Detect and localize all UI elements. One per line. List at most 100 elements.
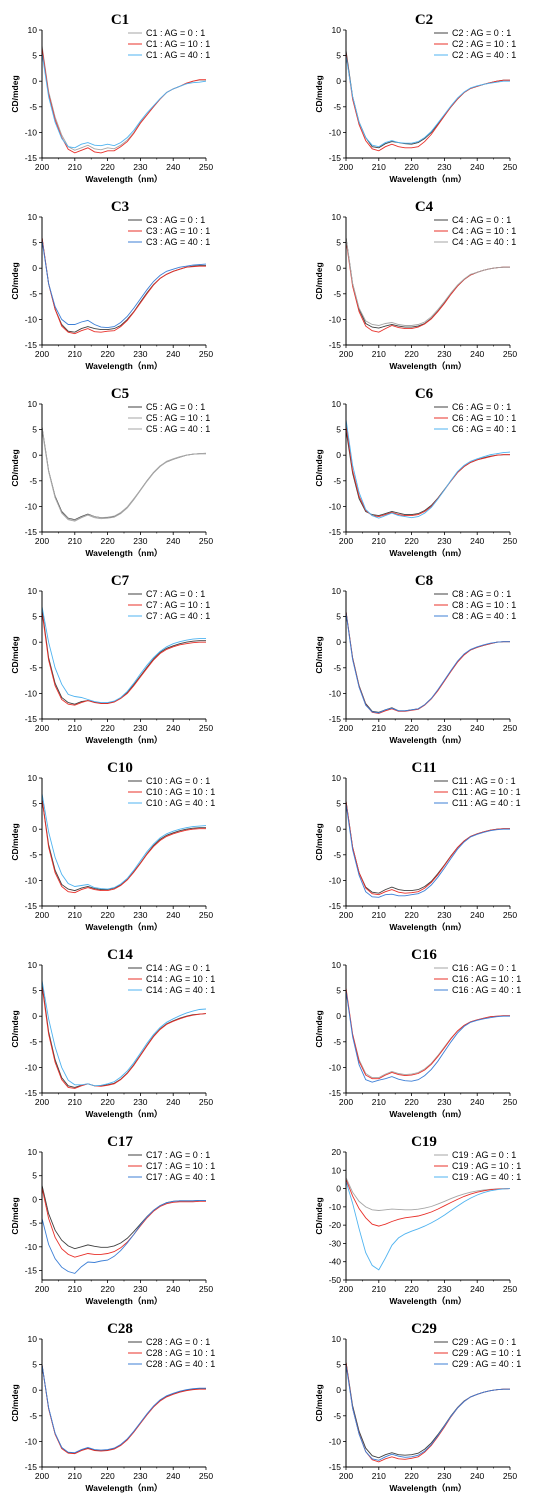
x-tick-label: 200 <box>35 1284 49 1294</box>
x-tick-label: 210 <box>372 723 386 733</box>
y-tick-label: 5 <box>32 1171 37 1181</box>
panel-title: C11 <box>411 760 436 776</box>
x-tick-label: 200 <box>339 1284 353 1294</box>
y-tick-label: 0 <box>32 1011 37 1021</box>
x-tick-label: 220 <box>405 1471 419 1481</box>
y-axis-label: CD/mdeg <box>10 449 20 486</box>
chart-panel-c7: 200 210 220 230 240 250 -15 -10 -5 0 5 10 Wavelength… <box>10 573 213 745</box>
chart-panel-c2: 200 210 220 230 240 250 -15 -10 -5 0 5 10 Wavelength… <box>314 12 517 184</box>
x-tick-label: 230 <box>437 536 451 546</box>
x-tick-label: 240 <box>166 723 180 733</box>
y-tick-label: 0 <box>336 1184 341 1194</box>
chart-panel-c17: 200 210 220 230 240 250 -15 -10 -5 0 5 10 Wavelength… <box>10 1134 215 1306</box>
x-tick-label: 240 <box>470 723 484 733</box>
legend-entry: C10 : AG = 0 : 1 <box>146 776 210 786</box>
x-axis-label: Wavelength（nm） <box>389 1483 466 1493</box>
x-tick-label: 240 <box>470 162 484 172</box>
chart-panel-c10: 200 210 220 230 240 250 -15 -10 -5 0 5 10 Wavelength… <box>10 760 215 932</box>
x-tick-label: 250 <box>503 723 517 733</box>
y-tick-label: -10 <box>329 1062 342 1072</box>
legend-entry: C28 : AG = 40 : 1 <box>146 1359 215 1369</box>
legend-entry: C14 : AG = 40 : 1 <box>146 985 215 995</box>
y-tick-label: 5 <box>336 238 341 248</box>
y-axis-label: CD/mdeg <box>10 636 20 673</box>
x-axis-label: Wavelength（nm） <box>85 361 162 371</box>
y-tick-label: -15 <box>25 527 38 537</box>
series-line-2 <box>42 1187 206 1258</box>
x-tick-label: 250 <box>199 723 213 733</box>
y-tick-label: 0 <box>336 76 341 86</box>
x-tick-label: 230 <box>133 1097 147 1107</box>
x-tick-label: 240 <box>470 1471 484 1481</box>
x-axis-label: Wavelength（nm） <box>85 548 162 558</box>
x-axis-label: Wavelength（nm） <box>389 1296 466 1306</box>
legend-entry: C17 : AG = 0 : 1 <box>146 1150 210 1160</box>
legend-entry: C29 : AG = 0 : 1 <box>452 1337 516 1347</box>
series-line-2 <box>346 239 510 333</box>
series-line-3 <box>42 980 206 1087</box>
legend-entry: C2 : AG = 40 : 1 <box>452 50 516 60</box>
y-tick-label: -10 <box>329 501 342 511</box>
x-tick-label: 200 <box>339 1097 353 1107</box>
y-tick-label: -5 <box>29 1218 37 1228</box>
x-axis-label: Wavelength（nm） <box>85 1483 162 1493</box>
series-line-3 <box>346 55 510 148</box>
series-line-3 <box>42 429 206 521</box>
y-tick-label: 0 <box>32 1194 37 1204</box>
y-tick-label: -5 <box>333 289 341 299</box>
y-axis-label: CD/mdeg <box>10 75 20 112</box>
x-tick-label: 200 <box>339 536 353 546</box>
y-tick-label: -15 <box>25 1266 38 1276</box>
x-tick-label: 250 <box>503 349 517 359</box>
series-line-3 <box>346 237 510 326</box>
legend-entry: C10 : AG = 10 : 1 <box>146 787 215 797</box>
x-tick-label: 210 <box>372 1097 386 1107</box>
series-line-1 <box>346 990 510 1079</box>
chart-panel-c29: 200 210 220 230 240 250 -15 -10 -5 0 5 10 Wavelength… <box>314 1321 521 1493</box>
legend-entry: C5 : AG = 40 : 1 <box>146 424 210 434</box>
legend-entry: C8 : AG = 40 : 1 <box>452 611 516 621</box>
series-line-3 <box>42 239 206 329</box>
y-tick-label: 0 <box>32 1385 37 1395</box>
x-tick-label: 240 <box>166 1097 180 1107</box>
series-line-1 <box>346 50 510 149</box>
y-tick-label: -10 <box>25 1062 38 1072</box>
panel-title: C14 <box>107 947 133 963</box>
chart-panel-c16: 200 210 220 230 240 250 -15 -10 -5 0 5 10 Wavelength… <box>314 947 521 1119</box>
legend-entry: C6 : AG = 40 : 1 <box>452 424 516 434</box>
x-axis-label: Wavelength（nm） <box>389 922 466 932</box>
x-tick-label: 200 <box>35 1471 49 1481</box>
series-line-2 <box>346 611 510 714</box>
y-tick-label: -15 <box>329 340 342 350</box>
legend-entry: C1 : AG = 10 : 1 <box>146 39 210 49</box>
series-line-2 <box>42 47 206 154</box>
y-tick-label: 10 <box>28 960 38 970</box>
series-line-1 <box>42 798 206 892</box>
x-tick-label: 210 <box>372 1284 386 1294</box>
x-tick-label: 230 <box>437 1097 451 1107</box>
y-tick-label: -15 <box>329 527 342 537</box>
x-tick-label: 220 <box>101 723 115 733</box>
legend-entry: C28 : AG = 10 : 1 <box>146 1348 215 1358</box>
legend-entry: C16 : AG = 40 : 1 <box>452 985 521 995</box>
legend-entry: C29 : AG = 10 : 1 <box>452 1348 521 1358</box>
panel-title: C16 <box>411 947 437 963</box>
legend-entry: C1 : AG = 40 : 1 <box>146 50 210 60</box>
series-line-1 <box>42 237 206 333</box>
x-tick-label: 250 <box>199 1097 213 1107</box>
series-line-2 <box>42 985 206 1089</box>
x-tick-label: 250 <box>199 536 213 546</box>
x-tick-label: 200 <box>339 723 353 733</box>
y-tick-label: -15 <box>329 901 342 911</box>
chart-panel-c11: 200 210 220 230 240 250 -15 -10 -5 0 5 10 Wavelength… <box>314 760 521 932</box>
x-axis-label: Wavelength（nm） <box>85 1296 162 1306</box>
x-tick-label: 230 <box>133 723 147 733</box>
x-tick-label: 220 <box>405 1284 419 1294</box>
y-tick-label: 10 <box>332 1165 342 1175</box>
series-line-2 <box>42 426 206 522</box>
chart-panel-c14: 200 210 220 230 240 250 -15 -10 -5 0 5 10 Wavelength… <box>10 947 215 1119</box>
x-tick-label: 250 <box>199 1284 213 1294</box>
x-tick-label: 210 <box>68 1097 82 1107</box>
x-tick-label: 200 <box>35 536 49 546</box>
